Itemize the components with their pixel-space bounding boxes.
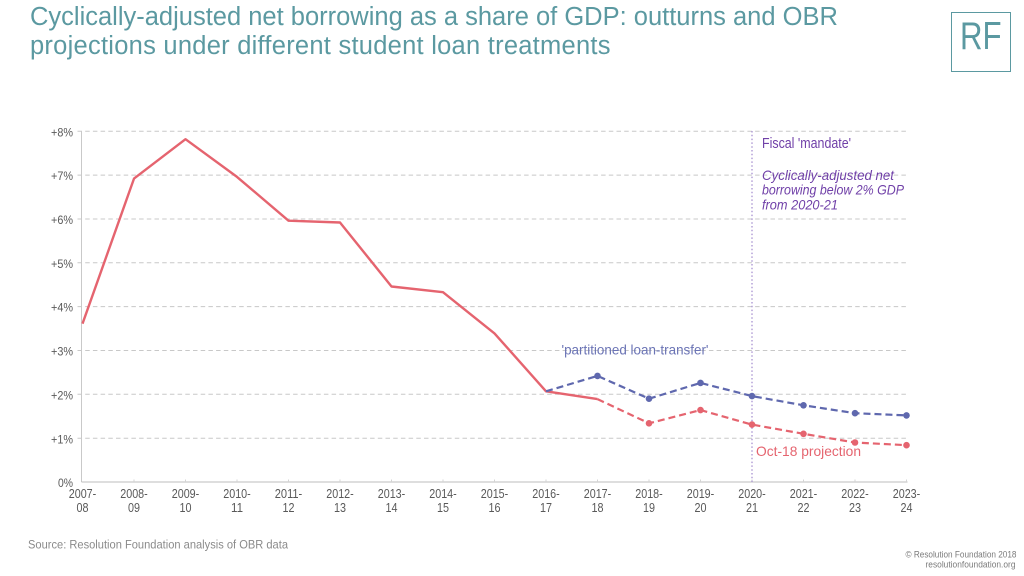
svg-text:Oct-18 projection: Oct-18 projection — [756, 443, 861, 459]
svg-text:2011-: 2011- — [275, 487, 303, 501]
svg-text:borrowing below 2% GDP: borrowing below 2% GDP — [762, 183, 905, 198]
svg-text:2013-: 2013- — [378, 487, 406, 501]
svg-text:12: 12 — [283, 501, 295, 515]
svg-text:+2%: +2% — [51, 388, 73, 402]
svg-text:2019-: 2019- — [687, 487, 715, 501]
svg-text:'partitioned loan-transfer': 'partitioned loan-transfer' — [562, 342, 709, 358]
svg-text:2022-: 2022- — [841, 487, 869, 501]
svg-text:+4%: +4% — [51, 301, 73, 315]
svg-text:22: 22 — [798, 501, 810, 515]
svg-text:2018-: 2018- — [635, 487, 663, 501]
svg-text:09: 09 — [128, 501, 140, 515]
svg-text:+8%: +8% — [51, 125, 73, 139]
svg-text:14: 14 — [386, 501, 398, 515]
svg-text:2008-: 2008- — [120, 487, 148, 501]
svg-text:2017-: 2017- — [584, 487, 612, 501]
svg-text:11: 11 — [231, 501, 243, 515]
svg-text:Source: Resolution Foundation: Source: Resolution Foundation analysis o… — [28, 537, 288, 551]
svg-text:+1%: +1% — [51, 432, 73, 446]
svg-text:13: 13 — [334, 501, 346, 515]
svg-text:resolutionfoundation.org: resolutionfoundation.org — [926, 559, 1016, 569]
svg-text:2021-: 2021- — [790, 487, 818, 501]
svg-text:2007-: 2007- — [69, 487, 97, 501]
svg-text:+6%: +6% — [51, 213, 73, 227]
svg-text:Fiscal 'mandate': Fiscal 'mandate' — [762, 136, 851, 152]
svg-text:16: 16 — [489, 501, 501, 515]
svg-text:2010-: 2010- — [223, 487, 251, 501]
svg-text:Cyclically-adjusted net: Cyclically-adjusted net — [762, 168, 895, 183]
svg-text:+3%: +3% — [51, 345, 73, 359]
svg-text:2016-: 2016- — [532, 487, 560, 501]
svg-text:2012-: 2012- — [326, 487, 354, 501]
svg-text:15: 15 — [437, 501, 449, 515]
svg-text:17: 17 — [540, 501, 552, 515]
svg-text:2015-: 2015- — [481, 487, 509, 501]
svg-text:10: 10 — [180, 501, 192, 515]
svg-text:2009-: 2009- — [172, 487, 200, 501]
svg-text:19: 19 — [643, 501, 655, 515]
svg-text:2023-: 2023- — [893, 487, 921, 501]
svg-text:© Resolution Foundation 2018: © Resolution Foundation 2018 — [906, 549, 1017, 559]
svg-text:08: 08 — [77, 501, 89, 515]
svg-text:23: 23 — [849, 501, 861, 515]
svg-text:21: 21 — [746, 501, 758, 515]
svg-text:+5%: +5% — [51, 257, 73, 271]
svg-text:20: 20 — [695, 501, 707, 515]
svg-text:18: 18 — [592, 501, 604, 515]
svg-text:2020-: 2020- — [738, 487, 766, 501]
svg-text:2014-: 2014- — [429, 487, 457, 501]
svg-text:from 2020-21: from 2020-21 — [762, 197, 838, 212]
svg-text:+7%: +7% — [51, 169, 73, 183]
svg-text:24: 24 — [901, 501, 913, 515]
svg-text:0%: 0% — [58, 476, 73, 490]
